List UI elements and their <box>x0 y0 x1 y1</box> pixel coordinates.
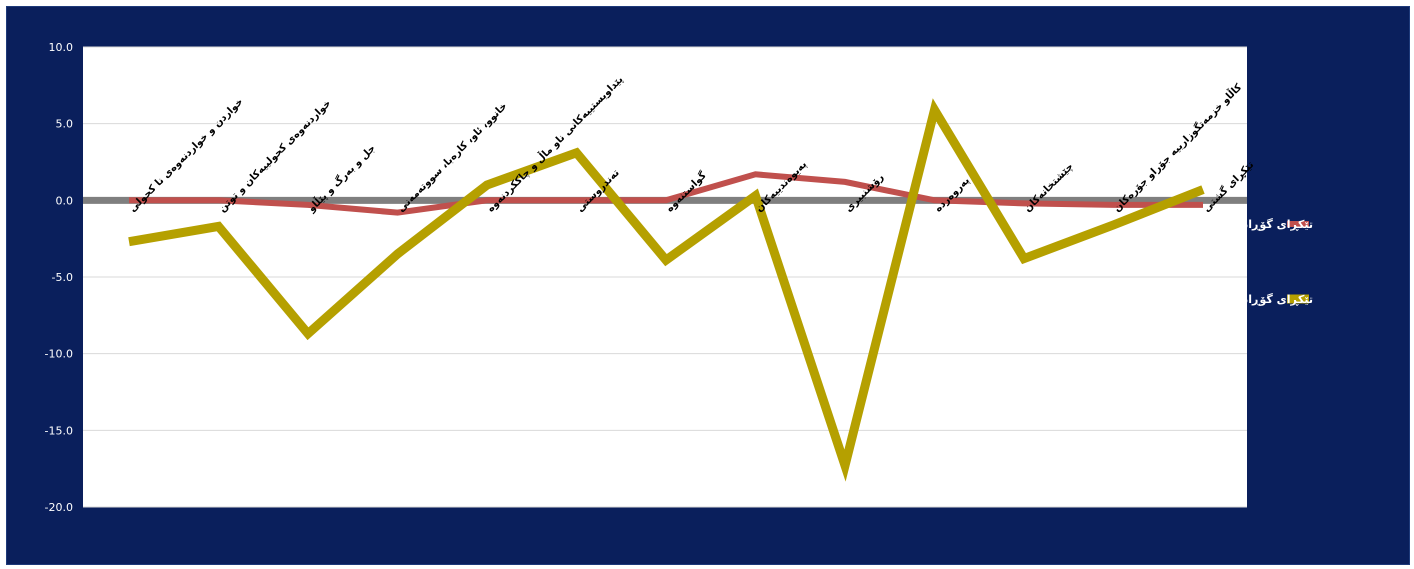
y-tick-label: 5.0 <box>56 118 74 131</box>
y-tick-label: -5.0 <box>52 271 73 284</box>
y-tick-label: -10.0 <box>45 348 73 361</box>
y-tick-label: 0.0 <box>56 194 74 207</box>
chart-frame: 10.0 5.0 0.0 -5.0 -10.0 -15.0 -20.0 خواردن و خ… <box>6 6 1410 565</box>
y-tick-label: -20.0 <box>45 501 73 514</box>
legend: تێکڕای گۆڕانی مانگانە تێکڕای گۆڕانی ساڵان… <box>1193 218 1313 306</box>
series-lines <box>128 98 1205 482</box>
y-tick-label: 10.0 <box>49 41 74 54</box>
y-axis-tick-labels: 10.0 5.0 0.0 -5.0 -10.0 -15.0 -20.0 <box>45 41 73 514</box>
legend-label-2: تێکڕای گۆڕانی ساڵانە <box>1195 292 1313 306</box>
legend-label-1: تێکڕای گۆڕانی مانگانە <box>1193 218 1313 231</box>
line-chart: 10.05.00.0-5.0-10.0-15.0-20.0 خواردن و خ… <box>45 41 1313 514</box>
series-line-1 <box>129 171 1203 216</box>
series-line-2 <box>128 98 1205 482</box>
y-tick-label: -15.0 <box>45 424 73 437</box>
gridlines <box>83 46 1247 508</box>
